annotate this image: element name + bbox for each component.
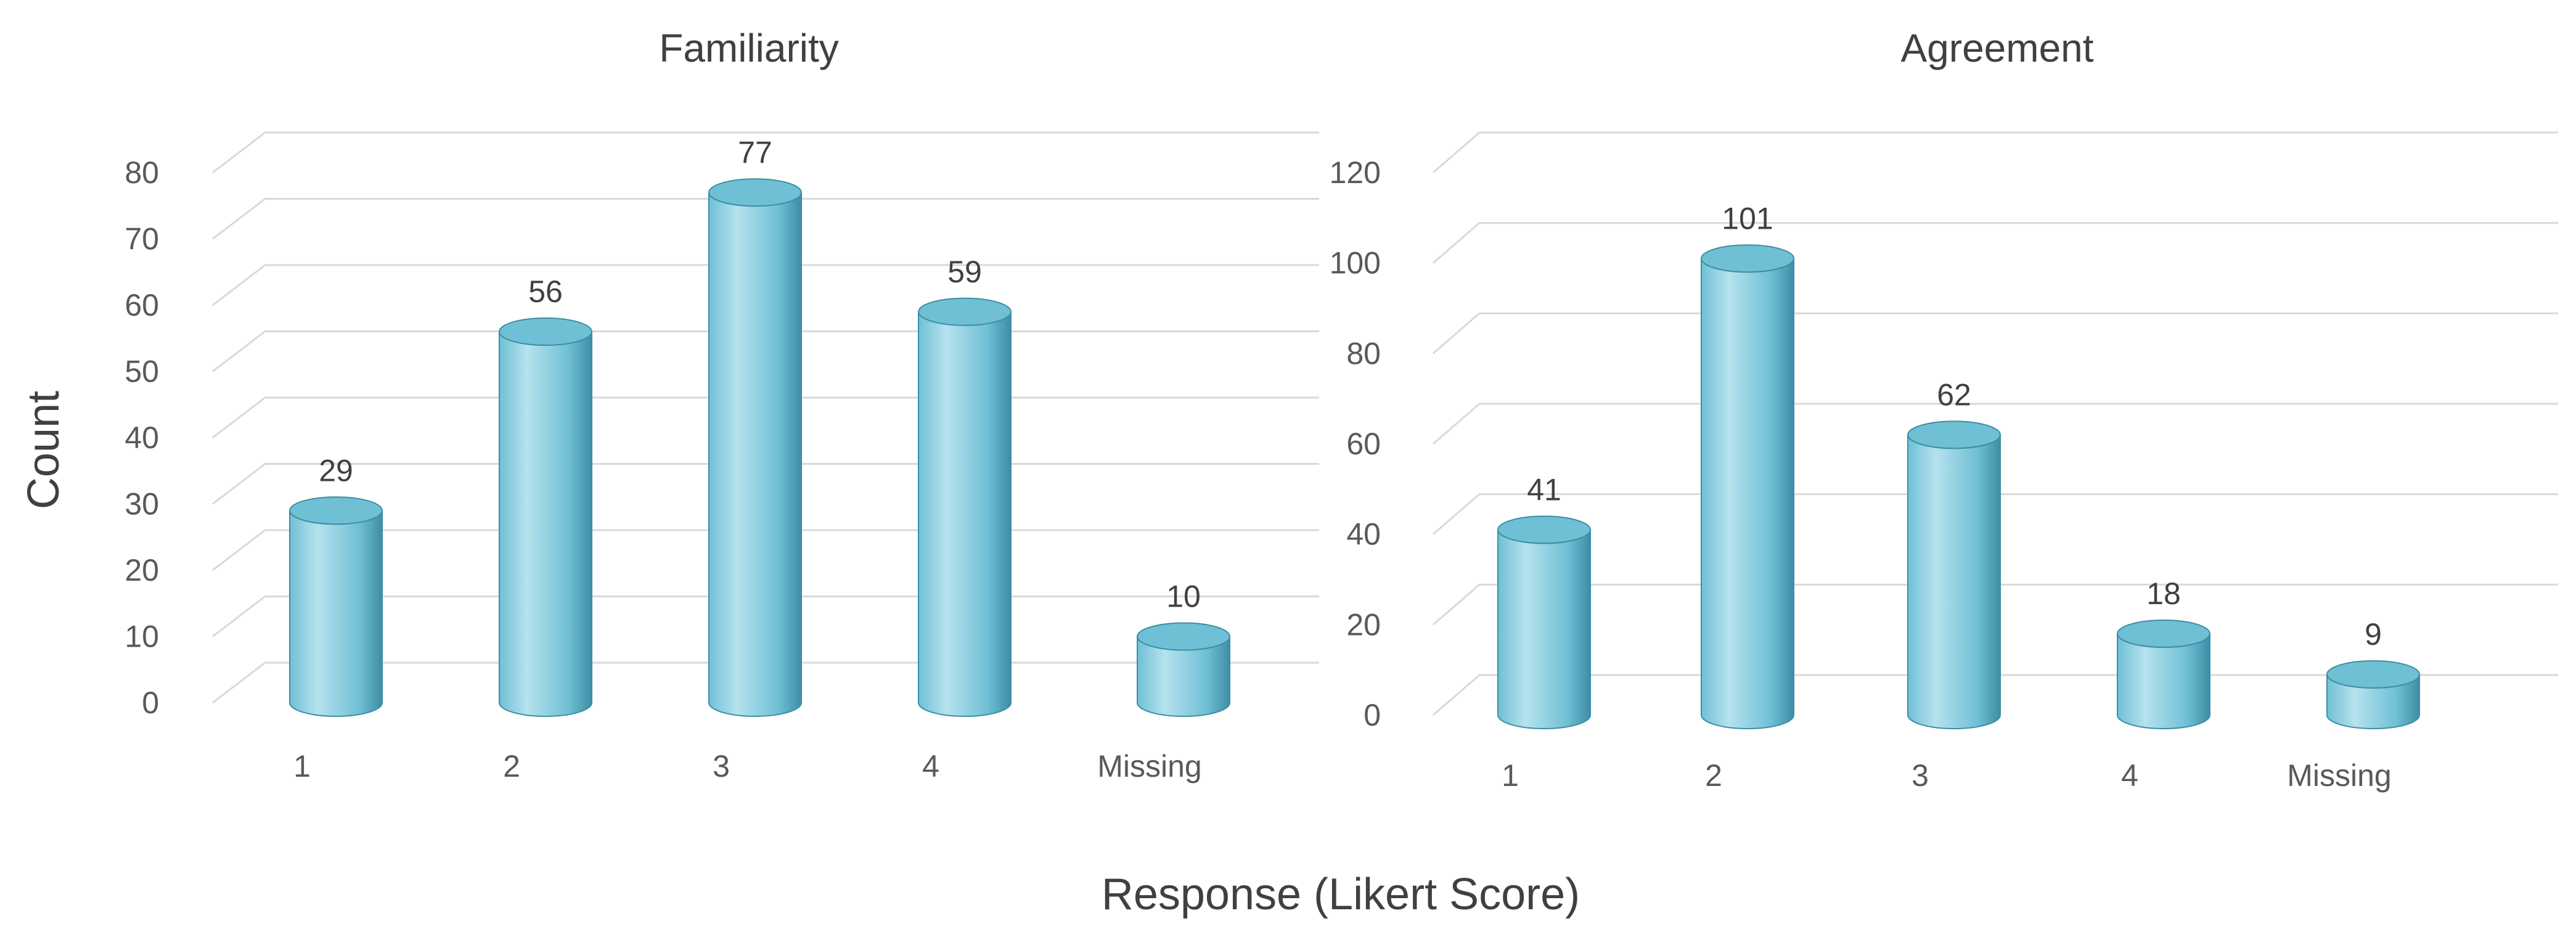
bar-top	[289, 496, 383, 525]
x-tick-label: Missing	[2287, 758, 2391, 793]
y-tick-label: 70	[125, 222, 159, 256]
bar-top	[708, 178, 802, 207]
gridline	[1433, 131, 2558, 174]
data-label: 29	[319, 453, 353, 488]
y-tick-label: 40	[1346, 517, 1381, 552]
data-label: 62	[1937, 377, 1971, 412]
gridline	[1433, 583, 2558, 626]
bar-top	[499, 317, 592, 346]
x-axis-title: Response (Likert Score)	[1102, 870, 1580, 919]
bar-top	[1137, 622, 1230, 651]
bar-body	[1701, 258, 1794, 729]
gridline	[212, 131, 1319, 174]
y-axis-title: Count	[19, 391, 68, 509]
data-label: 59	[947, 255, 982, 289]
bar	[1137, 622, 1230, 717]
x-tick-label: Missing	[1097, 749, 1201, 784]
data-label: 10	[1166, 579, 1201, 614]
bar	[1701, 244, 1794, 729]
chart-title: Agreement	[1900, 26, 2093, 70]
data-label: 77	[738, 135, 772, 170]
bar	[2326, 660, 2420, 729]
x-tick-label: 4	[922, 749, 939, 784]
y-tick-label: 120	[1330, 155, 1381, 190]
gridline	[1433, 403, 2558, 445]
bar	[708, 178, 802, 717]
x-tick-label: 1	[1502, 758, 1519, 793]
bar-top	[1701, 244, 1794, 273]
y-tick-label: 60	[125, 288, 159, 322]
familiarity-chart: Familiarity 0 10 20 30 40 50 60 70 80 29 56 77 59 10 1 2…	[125, 26, 1319, 784]
bar	[499, 317, 592, 717]
bar	[1907, 420, 2001, 729]
y-tick-label: 30	[125, 487, 159, 522]
x-tick-label: 1	[293, 749, 311, 784]
bar-top	[1907, 420, 2001, 449]
bar-body	[1907, 435, 2001, 729]
bar-top	[1497, 515, 1591, 544]
y-tick-label: 10	[125, 620, 159, 654]
bar-top	[2117, 620, 2210, 648]
y-tick-label: 40	[125, 420, 159, 455]
data-label: 9	[2365, 617, 2382, 652]
gridline	[1433, 312, 2558, 354]
y-tick-label: 100	[1330, 246, 1381, 280]
bar-body	[708, 192, 802, 717]
bar	[1497, 515, 1591, 729]
y-tick-label: 80	[1346, 336, 1381, 370]
y-tick-label: 20	[125, 553, 159, 587]
y-tick-label: 0	[1364, 698, 1381, 732]
agreement-chart: Agreement 0 20 40 60 80 100 120 41 101 62 18 9 1 2 3 4 Mi…	[1330, 26, 2558, 793]
x-tick-label: 3	[713, 749, 730, 784]
gridline	[1433, 222, 2558, 264]
data-label: 56	[528, 274, 563, 309]
bar-body	[289, 510, 383, 717]
data-label: 41	[1527, 472, 1561, 507]
bar-body	[918, 311, 1012, 717]
y-tick-label: 0	[142, 685, 159, 720]
chart-title: Familiarity	[659, 26, 839, 70]
x-tick-label: 4	[2121, 758, 2138, 793]
y-tick-label: 50	[125, 354, 159, 389]
bar	[2117, 620, 2210, 729]
bar-body	[1497, 530, 1591, 729]
data-label: 101	[1722, 201, 1773, 235]
bar-body	[2117, 633, 2210, 729]
x-tick-label: 2	[1705, 758, 1722, 793]
gridline	[212, 264, 1319, 306]
y-tick-label: 20	[1346, 607, 1381, 642]
gridline	[1433, 493, 2558, 535]
bar-top	[2326, 660, 2420, 689]
bar-top	[918, 297, 1012, 326]
bar	[289, 496, 383, 717]
data-label: 18	[2146, 576, 2181, 611]
bar-body	[499, 331, 592, 717]
x-tick-label: 2	[503, 749, 520, 784]
y-tick-label: 60	[1346, 427, 1381, 461]
x-tick-label: 3	[1912, 758, 1929, 793]
y-tick-label: 80	[125, 155, 159, 190]
gridline	[212, 198, 1319, 240]
bar	[918, 297, 1012, 717]
